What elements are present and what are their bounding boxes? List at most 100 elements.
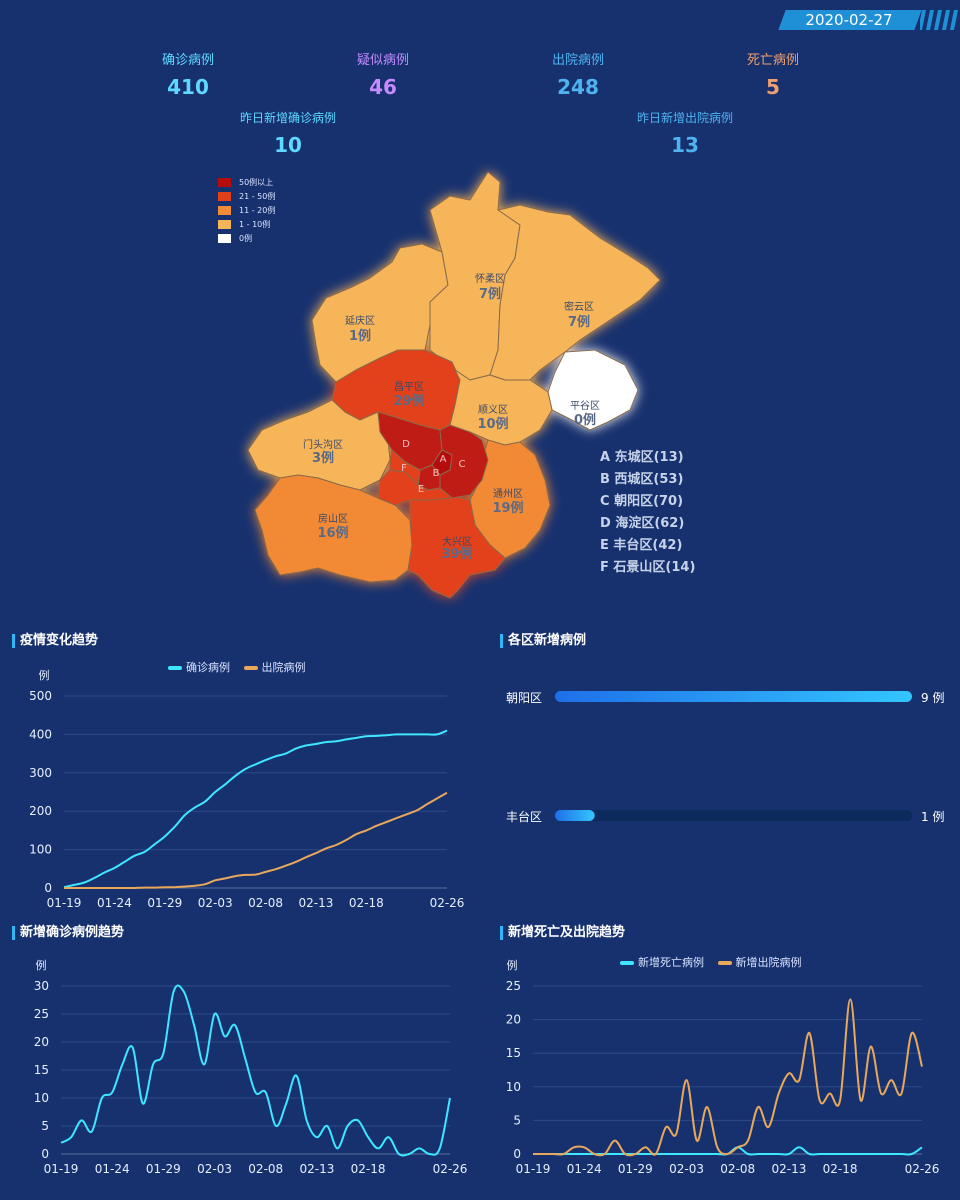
legend-item: 1 - 10例 xyxy=(218,218,275,232)
bar-value-label: 1 例 xyxy=(921,810,944,824)
bar xyxy=(555,810,595,821)
x-tick-label: 02-08 xyxy=(720,1162,755,1175)
section-title-new-death-discharge: 新增死亡及出院趋势 xyxy=(500,926,625,940)
section-title-trend: 疫情变化趋势 xyxy=(12,634,98,648)
district-name-miyun: 密云区 xyxy=(564,300,594,313)
district-name-huairou: 怀柔区 xyxy=(475,273,505,285)
district-count-changping: 29例 xyxy=(393,393,424,409)
x-tick-label: 02-26 xyxy=(433,1162,468,1175)
district-count-fangshan: 16例 xyxy=(317,525,348,541)
y-axis-unit-label: 例 xyxy=(507,958,518,972)
x-tick-label: 01-24 xyxy=(567,1162,602,1175)
y-tick-label: 0 xyxy=(44,881,52,895)
legend-swatch-icon xyxy=(218,206,231,215)
y-tick-label: 15 xyxy=(506,1046,521,1060)
x-tick-label: 01-19 xyxy=(516,1162,551,1175)
y-axis-unit-label: 例 xyxy=(39,668,50,682)
district-letter-d: D xyxy=(402,439,410,450)
x-tick-label: 02-03 xyxy=(669,1162,704,1175)
series-line xyxy=(533,998,923,1157)
district-count-huairou: 7例 xyxy=(479,286,501,302)
y-tick-label: 10 xyxy=(34,1091,49,1105)
district-count-miyun: 7例 xyxy=(568,314,590,330)
y-tick-label: 10 xyxy=(506,1080,521,1094)
district-count-daxing: 39例 xyxy=(441,546,472,562)
stat-suspected-label: 疑似病例 xyxy=(356,53,409,68)
daily-discharged-value: 13 xyxy=(671,133,699,157)
beijing-district-map: 怀柔区 密云区 延庆区 昌平区 顺义区 平谷区 门头沟区 房山区 通州区 大兴区… xyxy=(247,171,661,599)
daily-confirmed-label: 昨日新增确诊病例 xyxy=(239,111,336,125)
legend-item: 50例以上 xyxy=(218,176,275,190)
bar xyxy=(555,691,912,702)
bar-track xyxy=(555,810,912,821)
date-label: 2020-02-27 xyxy=(805,11,893,29)
district-name: 朝阳区 xyxy=(506,691,542,705)
district-letter-c: C xyxy=(459,459,466,470)
x-tick-label: 02-13 xyxy=(299,896,334,910)
legend-swatch-icon xyxy=(218,234,231,243)
legend-item: 21 - 50例 xyxy=(218,190,275,204)
district-miyun xyxy=(489,204,661,381)
district-shijingshan xyxy=(389,449,421,486)
trend-legend: 确诊病例 出院病例 xyxy=(168,659,306,675)
y-tick-label: 25 xyxy=(34,1007,49,1021)
district-name-changping: 昌平区 xyxy=(394,381,424,393)
series-line xyxy=(64,791,448,890)
district-name-shunyi: 顺义区 xyxy=(478,404,508,416)
y-tick-label: 25 xyxy=(506,979,521,993)
x-tick-label: 02-18 xyxy=(349,896,384,910)
x-tick-label: 02-26 xyxy=(430,896,465,910)
map-legend: 50例以上 21 - 50例 11 - 20例 1 - 10例 0例 xyxy=(218,176,275,246)
y-tick-label: 300 xyxy=(29,766,52,780)
daily-confirmed-value: 10 xyxy=(274,133,302,157)
x-tick-label: 01-19 xyxy=(47,896,82,910)
stat-confirmed-value: 410 xyxy=(167,75,209,99)
x-tick-label: 01-29 xyxy=(618,1162,653,1175)
district-pinggu xyxy=(547,349,639,431)
abbreviation-item: C 朝阳区(70) xyxy=(600,494,684,509)
bar-value-label: 9 例 xyxy=(921,691,944,705)
x-tick-label: 02-18 xyxy=(351,1162,386,1175)
legend-swatch-icon xyxy=(218,220,231,229)
trend-line-chart: 例 0 100 200 300 400 500 01-19 01-24 01-29 02-03 02-… xyxy=(29,668,465,910)
series-line xyxy=(60,984,451,1157)
district-letter-e: E xyxy=(418,484,424,495)
daily-discharged-label: 昨日新增出院病例 xyxy=(636,111,733,125)
district-count-mentougou: 3例 xyxy=(312,450,334,466)
abbreviation-item: D 海淀区(62) xyxy=(600,516,685,531)
section-title-new-confirmed: 新增确诊病例趋势 xyxy=(12,926,124,940)
y-tick-label: 5 xyxy=(41,1119,49,1133)
stat-death-value: 5 xyxy=(766,75,780,99)
district-letter-b: B xyxy=(433,468,440,479)
y-tick-label: 20 xyxy=(34,1035,49,1049)
district-name: 丰台区 xyxy=(506,809,542,824)
district-name-pinggu: 平谷区 xyxy=(570,400,600,412)
y-tick-label: 5 xyxy=(513,1113,521,1127)
abbreviation-item: F 石景山区(14) xyxy=(600,560,696,575)
y-tick-label: 15 xyxy=(34,1063,49,1077)
district-name-fangshan: 房山区 xyxy=(318,512,348,525)
legend-item: 0例 xyxy=(218,232,275,246)
legend-swatch-icon xyxy=(218,192,231,201)
legend-line-icon xyxy=(243,666,258,670)
stat-discharged-value: 248 xyxy=(557,75,599,99)
y-axis-unit-label: 例 xyxy=(36,958,47,972)
district-name-tongzhou: 通州区 xyxy=(493,488,523,500)
series-line xyxy=(63,729,448,889)
legend-swatch-icon xyxy=(218,178,231,187)
y-tick-label: 20 xyxy=(506,1013,521,1027)
district-letter-a: A xyxy=(440,454,447,465)
district-name-daxing: 大兴区 xyxy=(442,535,472,548)
legend-line-icon xyxy=(168,666,182,670)
district-abbreviation-list: A 东城区(13) B 西城区(53) C 朝阳区(70) D 海淀区(62) … xyxy=(600,447,695,579)
district-name-mentougou: 门头沟区 xyxy=(303,438,343,451)
x-tick-label: 02-18 xyxy=(823,1162,858,1175)
legend-item: 11 - 20例 xyxy=(218,204,275,218)
y-tick-label: 0 xyxy=(513,1147,521,1161)
x-tick-label: 02-13 xyxy=(771,1162,806,1175)
x-tick-label: 02-03 xyxy=(197,1162,232,1175)
y-tick-label: 100 xyxy=(29,843,52,857)
district-daxing xyxy=(407,494,506,599)
y-tick-label: 400 xyxy=(29,727,52,741)
